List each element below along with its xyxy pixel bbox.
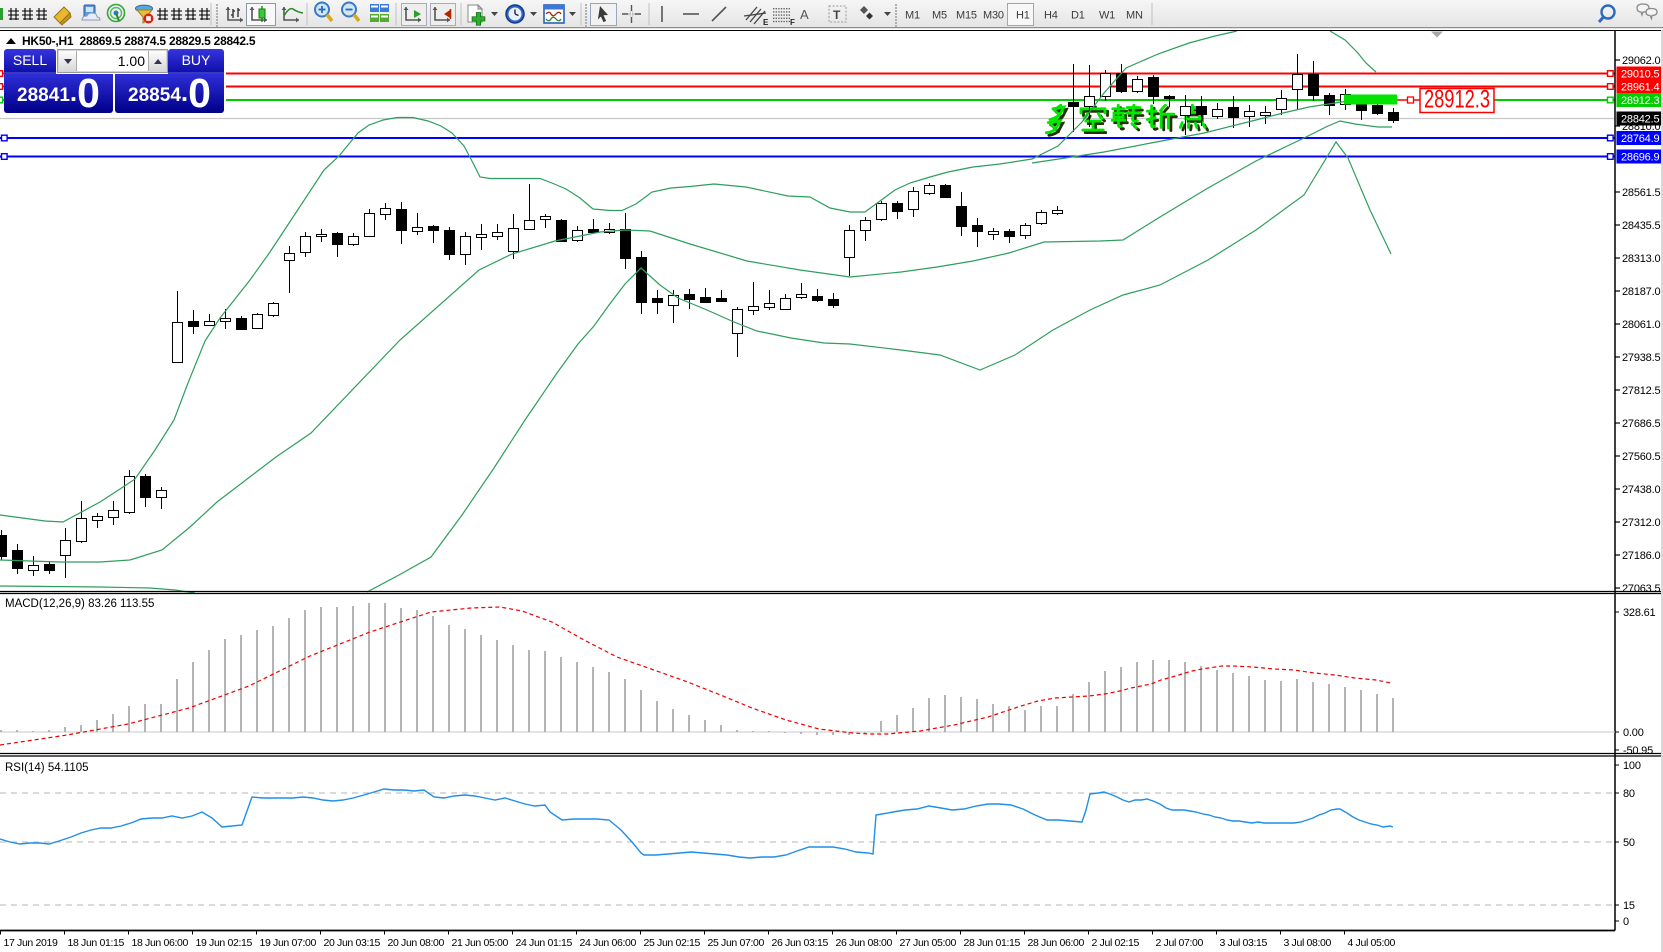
svg-text:20 Jun 08:00: 20 Jun 08:00 [388, 937, 445, 949]
svg-text:28561.5: 28561.5 [1622, 187, 1660, 199]
svg-text:RSI(14) 54.1105: RSI(14) 54.1105 [5, 762, 89, 774]
svg-text:H1: H1 [1016, 10, 1030, 22]
svg-text:2 Jul 07:00: 2 Jul 07:00 [1156, 937, 1204, 949]
svg-text:0.00: 0.00 [1623, 727, 1644, 739]
svg-text:28961.4: 28961.4 [1621, 82, 1659, 94]
svg-text:MACD(12,26,9) 83.26 113.55: MACD(12,26,9) 83.26 113.55 [5, 598, 154, 610]
svg-text:100: 100 [1623, 760, 1641, 772]
svg-text:3 Jul 08:00: 3 Jul 08:00 [1284, 937, 1332, 949]
svg-text:328.61: 328.61 [1623, 607, 1656, 619]
svg-text:D1: D1 [1071, 10, 1085, 22]
svg-text:28764.9: 28764.9 [1621, 133, 1659, 145]
svg-text:28696.9: 28696.9 [1621, 152, 1659, 164]
svg-text:4 Jul 05:00: 4 Jul 05:00 [1348, 937, 1396, 949]
svg-text:M1: M1 [905, 10, 920, 22]
svg-text:18 Jun 06:00: 18 Jun 06:00 [132, 937, 189, 949]
svg-text:25 Jun 02:15: 25 Jun 02:15 [644, 937, 701, 949]
svg-text:2 Jul 02:15: 2 Jul 02:15 [1092, 937, 1140, 949]
svg-text:26 Jun 03:15: 26 Jun 03:15 [772, 937, 829, 949]
svg-text:24 Jun 01:15: 24 Jun 01:15 [516, 937, 573, 949]
svg-text:21 Jun 05:00: 21 Jun 05:00 [452, 937, 509, 949]
svg-text:27 Jun 05:00: 27 Jun 05:00 [900, 937, 957, 949]
svg-text:HK50-,H1 28869.5 28874.5 2882: HK50-,H1 28869.5 28874.5 28829.5 28842.5 [22, 34, 256, 48]
svg-text:15: 15 [1623, 900, 1635, 912]
svg-text:20 Jun 03:15: 20 Jun 03:15 [324, 937, 381, 949]
svg-text:26 Jun 08:00: 26 Jun 08:00 [836, 937, 893, 949]
svg-text:27812.5: 27812.5 [1622, 385, 1660, 397]
svg-text:28 Jun 01:15: 28 Jun 01:15 [964, 937, 1021, 949]
svg-text:28435.5: 28435.5 [1622, 220, 1660, 232]
svg-text:28912.3: 28912.3 [1621, 95, 1659, 107]
svg-text:29062.0: 29062.0 [1622, 55, 1660, 67]
svg-text:F: F [790, 18, 795, 27]
svg-text:19 Jun 02:15: 19 Jun 02:15 [196, 937, 253, 949]
svg-text:3 Jul 03:15: 3 Jul 03:15 [1220, 937, 1268, 949]
svg-text:W1: W1 [1099, 10, 1115, 22]
svg-text:24 Jun 06:00: 24 Jun 06:00 [580, 937, 637, 949]
svg-text:A: A [800, 7, 809, 22]
svg-text:18 Jun 01:15: 18 Jun 01:15 [68, 937, 125, 949]
svg-text:29010.5: 29010.5 [1621, 69, 1659, 81]
svg-text:80: 80 [1623, 788, 1635, 800]
svg-text:MN: MN [1126, 10, 1143, 22]
svg-text:M5: M5 [932, 10, 947, 22]
svg-text:M30: M30 [983, 10, 1004, 22]
svg-text:28912.3: 28912.3 [1424, 86, 1490, 114]
svg-text:27560.5: 27560.5 [1622, 451, 1660, 463]
svg-text:27438.0: 27438.0 [1622, 484, 1660, 496]
svg-text:28842.5: 28842.5 [1621, 114, 1659, 126]
svg-text:28313.0: 28313.0 [1622, 253, 1660, 265]
svg-text:T: T [833, 8, 841, 22]
svg-text:27938.5: 27938.5 [1622, 352, 1660, 364]
svg-text:27312.0: 27312.0 [1622, 517, 1660, 529]
svg-text:27686.5: 27686.5 [1622, 418, 1660, 430]
svg-text:0: 0 [1623, 916, 1629, 928]
svg-text:H4: H4 [1044, 10, 1058, 22]
svg-text:27186.0: 27186.0 [1622, 550, 1660, 562]
svg-text:50: 50 [1623, 837, 1635, 849]
svg-text:28061.0: 28061.0 [1622, 319, 1660, 331]
svg-text:28187.0: 28187.0 [1622, 286, 1660, 298]
svg-text:17 Jun 2019: 17 Jun 2019 [4, 937, 58, 949]
svg-text:25 Jun 07:00: 25 Jun 07:00 [708, 937, 765, 949]
svg-text:E: E [763, 18, 769, 27]
svg-text:-50.95: -50.95 [1623, 745, 1653, 757]
svg-text:19 Jun 07:00: 19 Jun 07:00 [260, 937, 317, 949]
svg-text:M15: M15 [956, 10, 977, 22]
svg-text:27063.5: 27063.5 [1622, 583, 1660, 595]
svg-text:28 Jun 06:00: 28 Jun 06:00 [1028, 937, 1085, 949]
